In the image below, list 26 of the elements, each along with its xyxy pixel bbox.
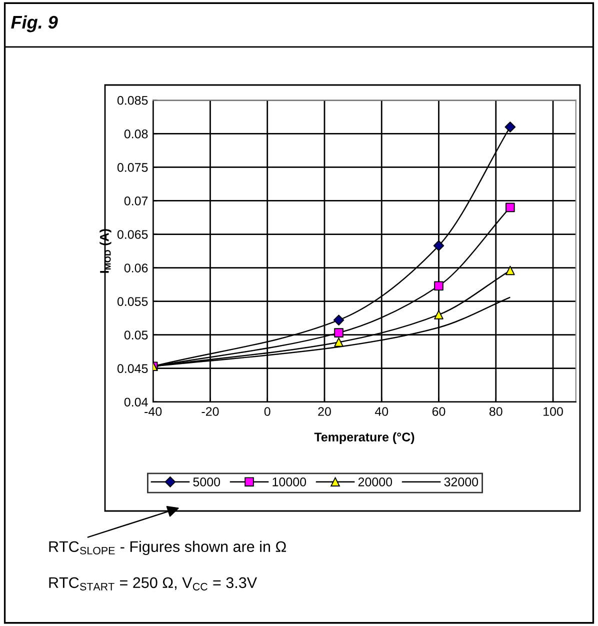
y-tick-label: 0.065 — [117, 230, 148, 239]
x-tick-label: 60 — [432, 407, 446, 416]
x-tick-label: 100 — [544, 407, 563, 416]
x-tick-label: -20 — [202, 407, 219, 416]
x-tick-label: 40 — [374, 407, 388, 416]
x-tick-label: 0 — [264, 407, 270, 416]
y-tick-label: 0.08 — [124, 129, 148, 138]
x-tick-label: 80 — [489, 407, 502, 416]
y-tick-label: 0.07 — [124, 196, 148, 206]
y-tick-label: 0.055 — [117, 297, 148, 306]
x-tick-label: -40 — [144, 407, 162, 416]
legend-label: 5000 — [193, 478, 220, 486]
text: RTC$_{SLOPE}$ - Figures shown are in Ω — [49, 540, 286, 556]
y-tick-label: 0.05 — [124, 330, 148, 340]
y-tick-label: 0.085 — [117, 96, 148, 105]
x-axis-title: Temperature (°C) — [314, 432, 414, 444]
y-tick-label: 0.06 — [124, 264, 148, 272]
x-tick-label: 20 — [318, 407, 331, 416]
text: RTC$_{START}$ = 250 Ω, V$_{CC}$ = 3.3V — [49, 577, 258, 590]
y-tick-label: 0.045 — [117, 364, 148, 374]
y-tick-label: 0.04 — [124, 398, 148, 407]
legend-label: 20000 — [358, 478, 392, 486]
legend-label: 32000 — [444, 478, 478, 486]
chart-title: Fig. 9 — [11, 15, 58, 32]
y-tick-label: 0.075 — [117, 163, 148, 172]
legend-label: 10000 — [272, 478, 306, 486]
